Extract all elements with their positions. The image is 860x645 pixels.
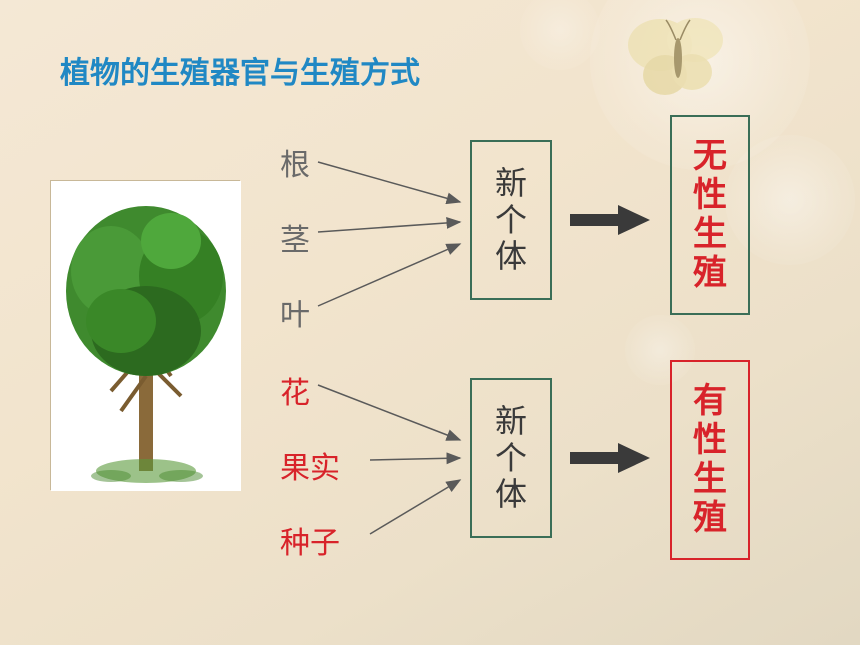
new-individual-box: 新个体 xyxy=(470,378,552,538)
organ-label: 叶 xyxy=(280,290,310,334)
organ-label: 果实 xyxy=(280,443,340,487)
organ-label: 根 xyxy=(280,140,310,184)
butterfly-decoration xyxy=(620,10,730,105)
new-individual-box: 新个体 xyxy=(470,140,552,300)
result-box: 有性生殖 xyxy=(670,360,750,560)
result-box: 无性生殖 xyxy=(670,115,750,315)
organ-label: 茎 xyxy=(280,215,310,259)
organ-label: 种子 xyxy=(280,518,340,562)
tree-illustration xyxy=(50,180,240,490)
organ-label: 花 xyxy=(280,368,310,412)
thick-arrow xyxy=(570,205,650,235)
thick-arrow xyxy=(570,443,650,473)
title-text: 植物的生殖器官与生殖方式 xyxy=(60,57,420,90)
slide-title: 植物的生殖器官与生殖方式 xyxy=(60,48,420,92)
